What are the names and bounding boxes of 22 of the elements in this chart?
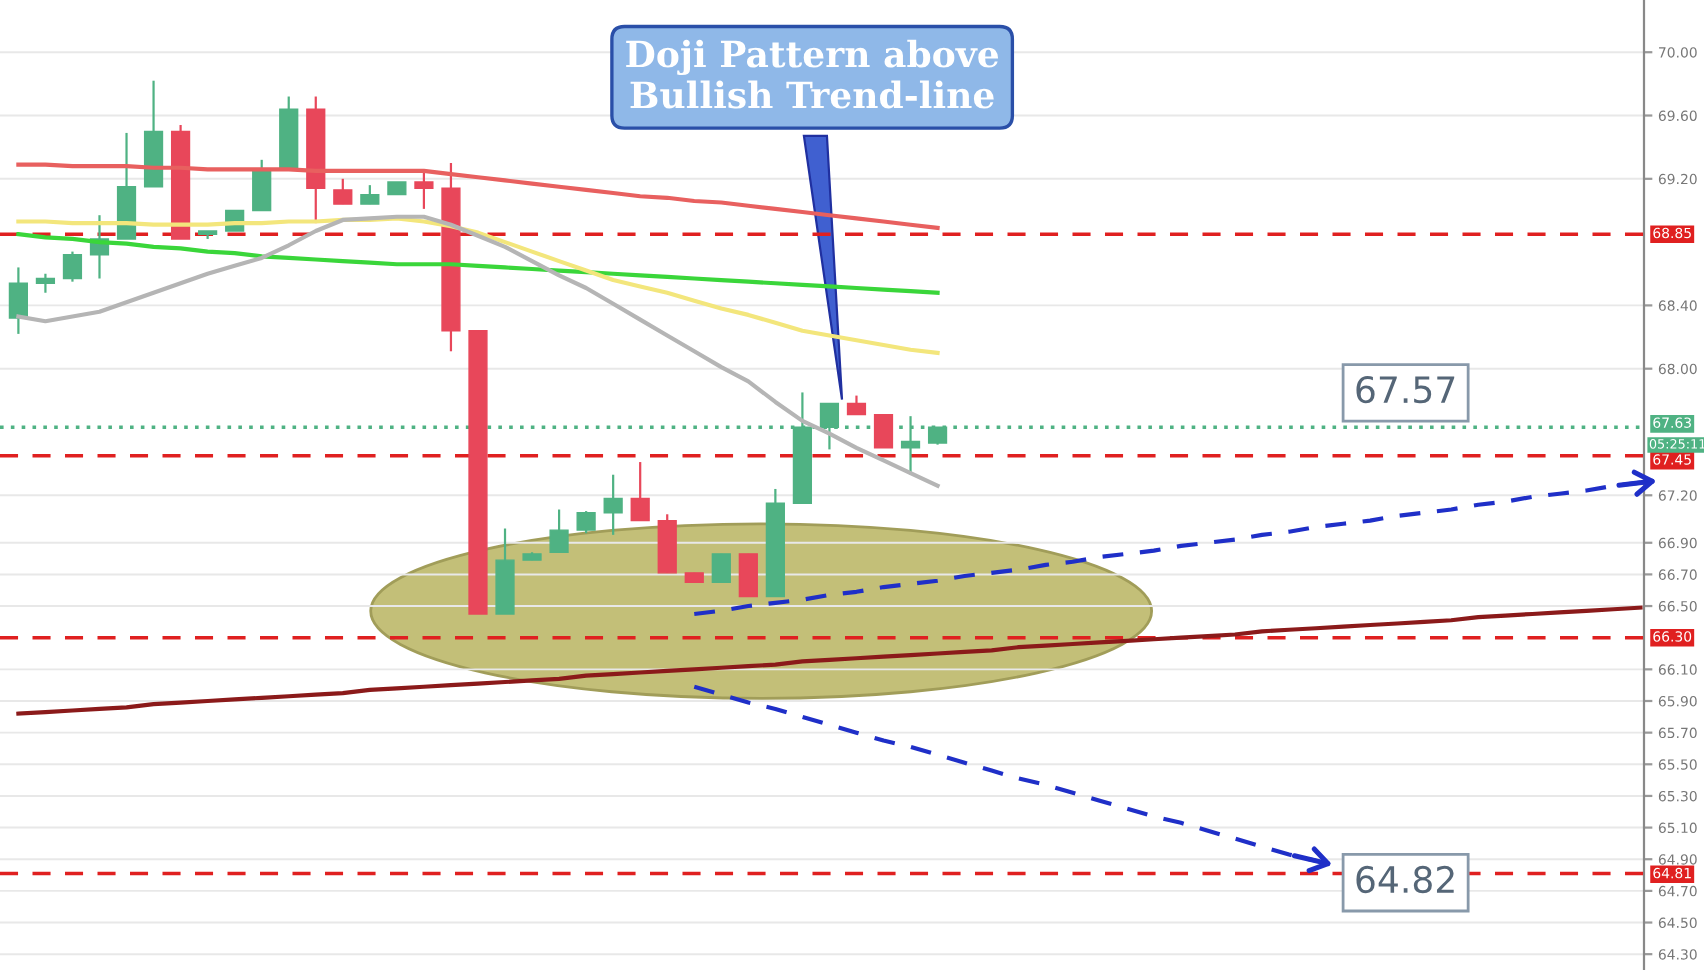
candlestick	[35, 272, 56, 294]
candlestick	[360, 184, 380, 206]
candlestick	[576, 510, 596, 535]
annotation: 64.82	[1356, 865, 1454, 894]
line-series	[16, 232, 940, 295]
candlestick	[738, 553, 758, 598]
candlestick	[630, 460, 650, 522]
candlestick	[603, 473, 623, 536]
line-series	[16, 216, 940, 355]
candlestick	[333, 177, 353, 206]
candlestick	[252, 158, 272, 212]
candlestick	[873, 413, 894, 449]
line-series	[16, 605, 1643, 716]
candlestick	[846, 394, 867, 416]
candlestick	[414, 171, 434, 210]
candlestick	[8, 266, 29, 335]
annotation: 67.57	[1356, 376, 1455, 404]
candlestick	[711, 553, 731, 584]
candlestick	[62, 250, 83, 283]
annotation: Doji Pattern above Bullish Trend-line	[626, 39, 999, 109]
candlestick	[549, 508, 569, 554]
line-series	[16, 162, 940, 230]
